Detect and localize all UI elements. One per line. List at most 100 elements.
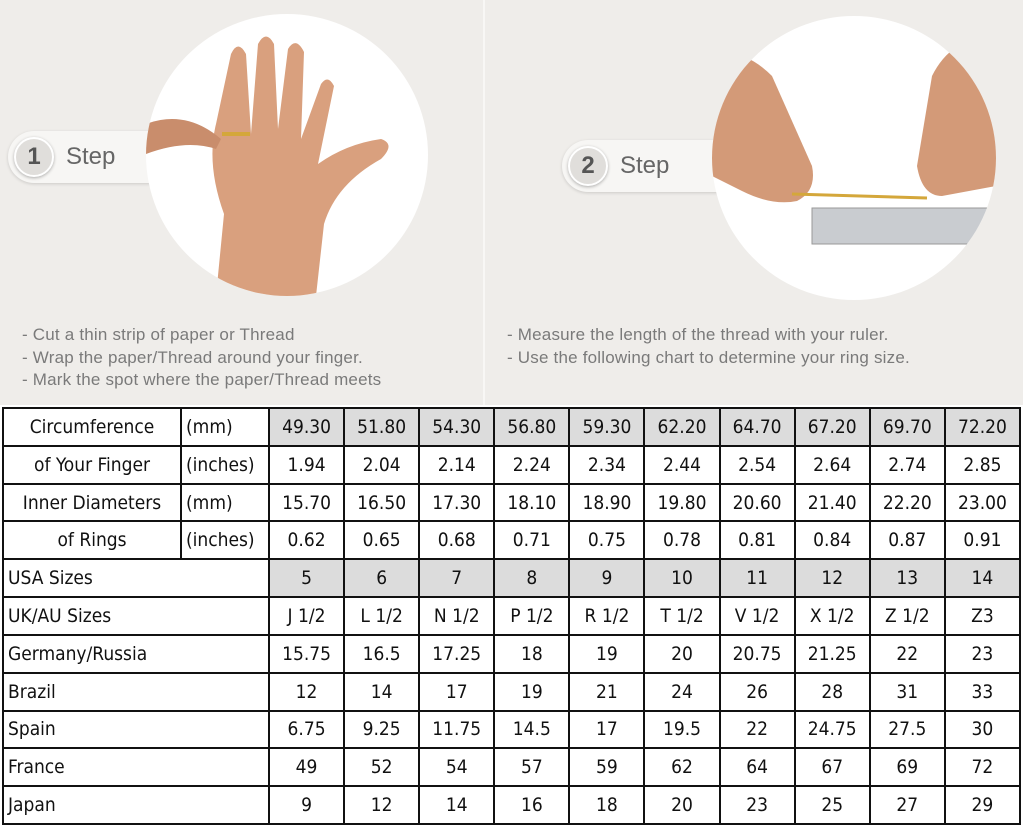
table-cell: 19.80 bbox=[643, 482, 721, 523]
table-cell: 33 bbox=[943, 671, 1022, 712]
row-label: France bbox=[2, 747, 270, 788]
step-label: Step bbox=[66, 143, 116, 170]
table-cell: 2.85 bbox=[943, 444, 1022, 485]
table-row: of Your Finger (inches) 1.94 2.04 2.14 2.24 2.… bbox=[2, 444, 1022, 485]
table-cell: 59 bbox=[568, 747, 646, 788]
row-label: UK/AU Sizes bbox=[2, 596, 270, 636]
inner_diameter-label: of Rings bbox=[2, 520, 182, 561]
table-cell: 17.25 bbox=[418, 633, 496, 674]
unit-label: (mm) bbox=[180, 407, 270, 447]
table-cell: 64.70 bbox=[718, 407, 796, 447]
table-cell: 51.80 bbox=[343, 407, 421, 447]
table-cell: 11.75 bbox=[418, 709, 496, 750]
table-cell: 62.20 bbox=[643, 407, 721, 447]
row-label: Brazil bbox=[2, 671, 270, 712]
step-label: Step bbox=[620, 152, 670, 179]
table-cell: 18.10 bbox=[493, 482, 571, 523]
table-cell: 2.74 bbox=[868, 444, 946, 485]
table-cell: 9 bbox=[267, 785, 346, 825]
table-cell: 7 bbox=[418, 558, 496, 599]
table-cell: 13 bbox=[868, 558, 946, 599]
table-cell: T 1/2 bbox=[643, 596, 721, 636]
circumference-label: of Your Finger bbox=[2, 444, 182, 485]
table-cell: 20.60 bbox=[718, 482, 796, 523]
table-cell: 2.54 bbox=[718, 444, 796, 485]
table-cell: 64 bbox=[718, 747, 796, 788]
panel-divider bbox=[483, 0, 485, 405]
table-cell: 0.87 bbox=[868, 520, 946, 561]
step-2-instructions: - Measure the length of the thread with … bbox=[507, 324, 910, 369]
table-cell: 10 bbox=[643, 558, 721, 599]
table-cell: 67 bbox=[793, 747, 871, 788]
table-row: Japan 9 12 14 16 18 20 23 25 27 29 bbox=[2, 785, 1022, 825]
table-cell: 24 bbox=[643, 671, 721, 712]
table-cell: 22 bbox=[868, 633, 946, 674]
table-cell: 15.75 bbox=[267, 633, 346, 674]
table-cell: 0.84 bbox=[793, 520, 871, 561]
table-cell: 0.91 bbox=[943, 520, 1022, 561]
table-cell: R 1/2 bbox=[568, 596, 646, 636]
inner_diameter-label: Inner Diameters bbox=[2, 482, 182, 523]
table-row: France 49 52 54 57 59 62 64 67 69 72 bbox=[2, 747, 1022, 788]
table-row: Germany/Russia 15.75 16.5 17.25 18 19 20 20.75 2… bbox=[2, 633, 1022, 674]
table-cell: 27.5 bbox=[868, 709, 946, 750]
row-label: Japan bbox=[2, 785, 270, 825]
table-cell: 52 bbox=[343, 747, 421, 788]
table-cell: 24.75 bbox=[793, 709, 871, 750]
table-cell: 17 bbox=[568, 709, 646, 750]
table-cell: 72.20 bbox=[943, 407, 1022, 447]
table-cell: Z 1/2 bbox=[868, 596, 946, 636]
table-cell: 0.62 bbox=[267, 520, 346, 561]
table-cell: 15.70 bbox=[267, 482, 346, 523]
table-cell: 9 bbox=[568, 558, 646, 599]
table-cell: 22.20 bbox=[868, 482, 946, 523]
table-cell: 67.20 bbox=[793, 407, 871, 447]
table-cell: 0.81 bbox=[718, 520, 796, 561]
table-cell: 2.24 bbox=[493, 444, 571, 485]
table-cell: 0.65 bbox=[343, 520, 421, 561]
label-line: of Rings bbox=[57, 529, 127, 552]
step-number: 2 bbox=[568, 146, 608, 186]
table-cell: P 1/2 bbox=[493, 596, 571, 636]
table-row: Circumference (mm) 49.30 51.80 54.30 56.80 59.… bbox=[2, 407, 1022, 447]
table-cell: 2.34 bbox=[568, 444, 646, 485]
unit-label: (mm) bbox=[180, 482, 270, 523]
table-cell: 12 bbox=[793, 558, 871, 599]
table-cell: 69 bbox=[868, 747, 946, 788]
table-cell: 14 bbox=[343, 671, 421, 712]
instructions-panel: 1 Step - Cut a thin strip of paper or Th… bbox=[0, 0, 1023, 405]
table-cell: 54 bbox=[418, 747, 496, 788]
table-cell: 14 bbox=[418, 785, 496, 825]
table-row: USA Sizes 5 6 7 8 9 10 11 12 13 14 bbox=[2, 558, 1022, 599]
table-cell: 0.78 bbox=[643, 520, 721, 561]
instruction-line: - Use the following chart to determine y… bbox=[507, 347, 910, 367]
table-cell: 29 bbox=[943, 785, 1022, 825]
table-cell: 56.80 bbox=[493, 407, 571, 447]
table-cell: 69.70 bbox=[868, 407, 946, 447]
row-label: USA Sizes bbox=[2, 558, 270, 599]
table-cell: 49 bbox=[267, 747, 346, 788]
table-cell: 28 bbox=[793, 671, 871, 712]
table-row: Inner Diameters (mm) 15.70 16.50 17.30 18.10 1… bbox=[2, 482, 1022, 523]
hand-finger-wrap-image bbox=[146, 14, 428, 296]
table-cell: 18 bbox=[568, 785, 646, 825]
table-cell: 16.5 bbox=[343, 633, 421, 674]
step-number: 1 bbox=[14, 137, 54, 177]
instruction-line: - Mark the spot where the paper/Thread m… bbox=[22, 370, 382, 389]
table-cell: 54.30 bbox=[418, 407, 496, 447]
table-row: Spain 6.75 9.25 11.75 14.5 17 19.5 22 24.75 27.5 3… bbox=[2, 709, 1022, 750]
table-row: of Rings (inches) 0.62 0.65 0.68 0.71 0.75 0.78… bbox=[2, 520, 1022, 561]
table-cell: N 1/2 bbox=[418, 596, 496, 636]
table-cell: 19 bbox=[493, 671, 571, 712]
table-cell: 2.64 bbox=[793, 444, 871, 485]
table-cell: 12 bbox=[343, 785, 421, 825]
table-cell: 20.75 bbox=[718, 633, 796, 674]
table-cell: 2.14 bbox=[418, 444, 496, 485]
table-cell: X 1/2 bbox=[793, 596, 871, 636]
table-cell: V 1/2 bbox=[718, 596, 796, 636]
table-row: UK/AU Sizes J 1/2 L 1/2 N 1/2 P 1/2 R 1/2 T 1/… bbox=[2, 596, 1022, 636]
table-cell: 25 bbox=[793, 785, 871, 825]
table-cell: 23 bbox=[718, 785, 796, 825]
table-row: Brazil 12 14 17 19 21 24 26 28 31 33 bbox=[2, 671, 1022, 712]
table-cell: 21.25 bbox=[793, 633, 871, 674]
